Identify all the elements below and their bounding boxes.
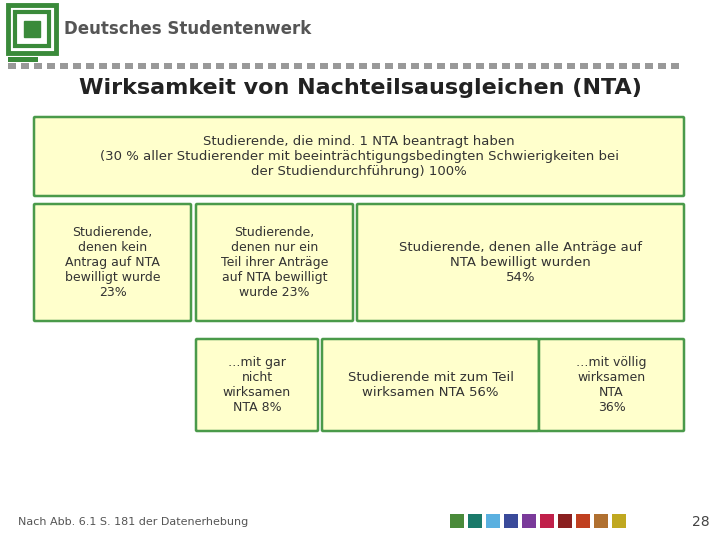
Bar [151, 63, 159, 69]
Bar [522, 514, 536, 528]
Text: Studierende,
denen kein
Antrag auf NTA
bewilligt wurde
23%: Studierende, denen kein Antrag auf NTA b… [65, 226, 161, 299]
Bar [606, 63, 614, 69]
Text: …mit völlig
wirksamen
NTA
36%: …mit völlig wirksamen NTA 36% [576, 356, 647, 414]
Bar [242, 63, 250, 69]
Bar [8, 5, 56, 53]
Bar [99, 63, 107, 69]
Bar [567, 63, 575, 69]
Bar [504, 514, 518, 528]
FancyBboxPatch shape [322, 339, 539, 431]
Bar [541, 63, 549, 69]
Bar [320, 63, 328, 69]
Text: Studierende,
denen nur ein
Teil ihrer Anträge
auf NTA bewilligt
wurde 23%: Studierende, denen nur ein Teil ihrer An… [221, 226, 328, 299]
Bar [47, 63, 55, 69]
Bar [333, 63, 341, 69]
FancyBboxPatch shape [196, 339, 318, 431]
Bar [21, 63, 29, 69]
Bar [658, 63, 666, 69]
Bar [15, 12, 49, 46]
Bar [558, 514, 572, 528]
Bar [8, 57, 38, 62]
Bar [138, 63, 146, 69]
Text: Studierende, die mind. 1 NTA beantragt haben
(30 % aller Studierender mit beeint: Studierende, die mind. 1 NTA beantragt h… [99, 135, 618, 178]
Bar [528, 63, 536, 69]
FancyBboxPatch shape [34, 204, 191, 321]
Bar [203, 63, 211, 69]
Bar [424, 63, 432, 69]
Bar [268, 63, 276, 69]
Bar [468, 514, 482, 528]
FancyBboxPatch shape [539, 339, 684, 431]
Bar [502, 63, 510, 69]
FancyBboxPatch shape [34, 117, 684, 196]
FancyBboxPatch shape [196, 204, 353, 321]
Text: …mit gar
nicht
wirksamen
NTA 8%: …mit gar nicht wirksamen NTA 8% [223, 356, 291, 414]
Bar [411, 63, 419, 69]
Bar [177, 63, 185, 69]
Bar [515, 63, 523, 69]
Bar [671, 63, 679, 69]
Bar [619, 63, 627, 69]
Bar [385, 63, 393, 69]
Bar [554, 63, 562, 69]
Bar [476, 63, 484, 69]
Bar [486, 514, 500, 528]
Bar [281, 63, 289, 69]
Bar [112, 63, 120, 69]
Bar [632, 63, 640, 69]
Bar [489, 63, 497, 69]
Bar [359, 63, 367, 69]
Bar [60, 63, 68, 69]
Bar [216, 63, 224, 69]
Text: 28: 28 [693, 515, 710, 529]
Text: Studierende, denen alle Anträge auf
NTA bewilligt wurden
54%: Studierende, denen alle Anträge auf NTA … [399, 241, 642, 284]
Bar [540, 514, 554, 528]
Bar [437, 63, 445, 69]
Bar [372, 63, 380, 69]
Bar [612, 514, 626, 528]
Bar [594, 514, 608, 528]
Bar [125, 63, 133, 69]
Bar [164, 63, 172, 69]
Bar [190, 63, 198, 69]
Bar [593, 63, 601, 69]
Bar [645, 63, 653, 69]
Bar [463, 63, 471, 69]
Bar [34, 63, 42, 69]
Text: Deutsches Studentenwerk: Deutsches Studentenwerk [64, 20, 311, 38]
Text: Wirksamkeit von Nachteilsausgleichen (NTA): Wirksamkeit von Nachteilsausgleichen (NT… [78, 78, 642, 98]
Bar [8, 63, 16, 69]
Bar [580, 63, 588, 69]
Bar [576, 514, 590, 528]
Bar [450, 63, 458, 69]
Bar [294, 63, 302, 69]
FancyBboxPatch shape [357, 204, 684, 321]
Text: Studierende mit zum Teil
wirksamen NTA 56%: Studierende mit zum Teil wirksamen NTA 5… [348, 371, 513, 399]
Bar [255, 63, 263, 69]
Bar [450, 514, 464, 528]
Bar [307, 63, 315, 69]
Bar [24, 21, 40, 37]
Bar [398, 63, 406, 69]
Bar [86, 63, 94, 69]
Text: Nach Abb. 6.1 S. 181 der Datenerhebung: Nach Abb. 6.1 S. 181 der Datenerhebung [18, 517, 248, 527]
Bar [73, 63, 81, 69]
Bar [229, 63, 237, 69]
Bar [346, 63, 354, 69]
